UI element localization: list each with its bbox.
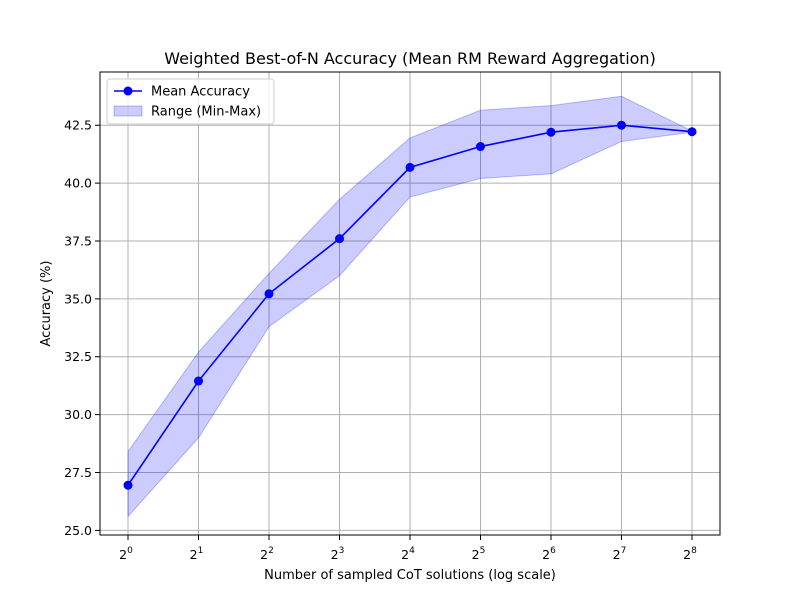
mean-accuracy-point xyxy=(546,127,556,137)
mean-accuracy-point xyxy=(264,289,274,299)
y-tick-label: 30.0 xyxy=(64,407,92,422)
y-axis-label: Accuracy (%) xyxy=(39,261,54,347)
x-tick-label: 26 xyxy=(542,546,556,562)
x-tick-label: 21 xyxy=(190,546,204,562)
y-axis-ticks: 25.0 27.5 30.0 32.5 35.0 37.5 40.0 42.5 xyxy=(64,118,100,538)
mean-accuracy-point xyxy=(335,234,344,244)
y-tick-label: 27.5 xyxy=(64,465,92,480)
x-tick-label: 25 xyxy=(472,546,486,562)
mean-accuracy-point xyxy=(405,162,415,172)
legend-label-mean-accuracy: Mean Accuracy xyxy=(151,85,250,100)
x-axis-label: Number of sampled CoT solutions (log sca… xyxy=(264,568,556,583)
x-tick-label: 28 xyxy=(683,546,697,562)
legend-box xyxy=(106,78,275,125)
mean-accuracy-point xyxy=(123,480,133,490)
x-tick-label: 27 xyxy=(613,546,627,562)
mean-accuracy-point xyxy=(476,142,485,152)
mean-accuracy-point xyxy=(194,376,203,386)
legend: Mean Accuracy Range (Min-Max) xyxy=(106,78,275,125)
y-tick-label: 32.5 xyxy=(64,349,92,364)
y-tick-label: 35.0 xyxy=(64,291,92,306)
y-tick-label: 25.0 xyxy=(64,523,92,538)
x-tick-label: 22 xyxy=(260,546,274,562)
x-axis-ticks: 20 21 22 23 24 25 26 27 28 xyxy=(119,535,697,562)
y-tick-label: 40.0 xyxy=(64,176,92,191)
mean-accuracy-point xyxy=(617,120,626,130)
legend-range-band-swatch xyxy=(113,105,143,117)
chart-title: Weighted Best-of-N Accuracy (Mean RM Rew… xyxy=(164,49,656,68)
y-tick-label: 42.5 xyxy=(64,118,92,133)
legend-mean-marker-swatch xyxy=(123,86,133,96)
mean-accuracy-point xyxy=(687,127,697,137)
y-tick-label: 37.5 xyxy=(64,233,92,248)
x-tick-label: 20 xyxy=(119,546,133,562)
legend-label-range: Range (Min-Max) xyxy=(151,105,261,120)
x-tick-label: 23 xyxy=(331,546,345,562)
x-tick-label: 24 xyxy=(401,546,415,562)
mean-line-layer xyxy=(123,120,697,490)
